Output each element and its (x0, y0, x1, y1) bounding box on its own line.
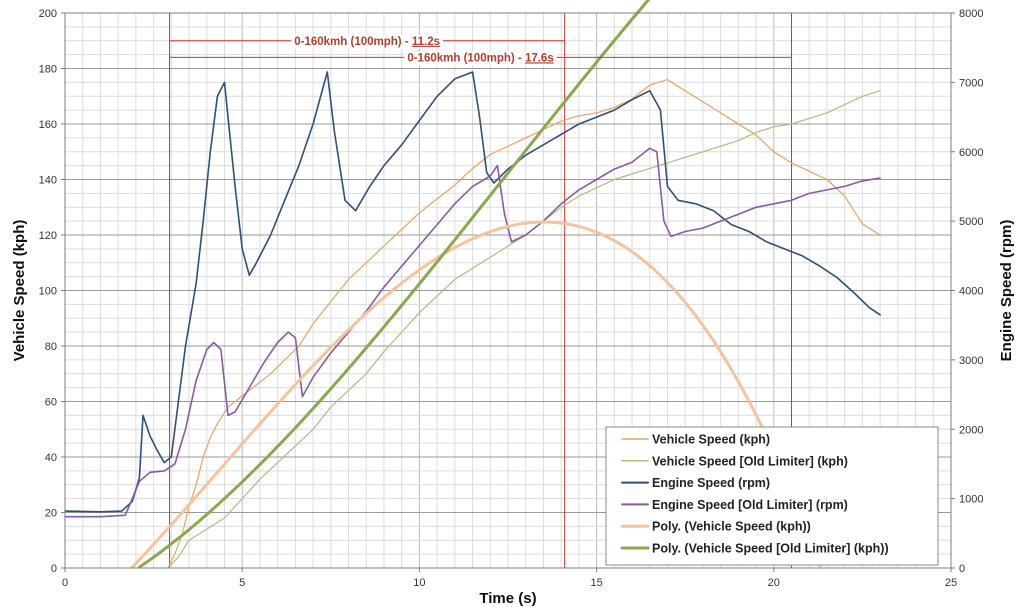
x-tick-label: 0 (62, 577, 68, 589)
annotation-label-prefix: 0-160kmh (100mph) - (294, 36, 412, 48)
y2-tick-label: 7000 (959, 77, 983, 89)
y2-tick-label: 8000 (959, 8, 983, 20)
x-tick-label: 10 (413, 577, 425, 589)
legend-label: Engine Speed [Old Limiter] (rpm) (652, 498, 848, 512)
annotations: 0-160kmh (100mph) - 11.2s0-160kmh (100mp… (169, 34, 792, 66)
x-tick-label: 15 (590, 577, 602, 589)
axes: 0 5 10 15 20 25020406080100120140160180200010… (39, 8, 984, 589)
series-line (130, 220, 822, 569)
legend-label: Poly. (Vehicle Speed [Old Limiter] (kph)… (652, 542, 889, 556)
y-tick-label: 0 (51, 563, 57, 575)
x-tick-label: 5 (239, 577, 245, 589)
series-line (167, 79, 881, 569)
y-tick-label: 80 (45, 341, 57, 353)
y2-tick-label: 3000 (959, 355, 983, 367)
annotation-label: 0-160kmh (100mph) - 11.2s (294, 36, 440, 48)
series-line (167, 90, 881, 569)
y-tick-label: 60 (45, 397, 57, 409)
legend-label: Engine Speed (rpm) (652, 476, 770, 490)
y-axis-title-left: Vehicle Speed (kph) (11, 220, 28, 362)
x-tick-label: 25 (945, 577, 957, 589)
legend: Vehicle Speed (kph) Vehicle Speed [Old Li… (605, 426, 939, 566)
annotation-label-prefix: 0-160kmh (100mph) - (407, 52, 525, 64)
annotation-label-bg (404, 51, 557, 66)
x-axis-title: Time (s) (479, 590, 536, 607)
y2-tick-label: 5000 (959, 216, 983, 228)
y-tick-label: 200 (39, 8, 57, 20)
annotation-label-value: 11.2s (412, 36, 440, 48)
annotation-label: 0-160kmh (100mph) - 17.6s (407, 52, 553, 64)
y-tick-label: 100 (39, 286, 57, 298)
y-tick-label: 40 (45, 452, 57, 464)
y2-tick-label: 0 (959, 563, 965, 575)
legend-label: Vehicle Speed [Old Limiter] (kph) (652, 454, 848, 468)
annotation-label-bg (291, 34, 444, 49)
y2-tick-label: 6000 (959, 147, 983, 159)
y-tick-label: 140 (39, 175, 57, 187)
legend-label: Poly. (Vehicle Speed (kph)) (652, 520, 811, 534)
legend-box (605, 426, 939, 566)
series-line (137, 0, 651, 569)
y-tick-label: 20 (45, 508, 57, 520)
series-line (64, 71, 881, 513)
y2-tick-label: 1000 (959, 494, 983, 506)
y-axis-title-right: Engine Speed (rpm) (998, 220, 1015, 362)
y-tick-label: 180 (39, 64, 57, 76)
series-lines (64, 0, 881, 569)
x-tick-label: 20 (768, 577, 780, 589)
y2-tick-label: 4000 (959, 286, 983, 298)
y-tick-label: 160 (39, 119, 57, 131)
series-line (64, 147, 881, 518)
legend-label: Vehicle Speed (kph) (652, 433, 770, 447)
annotation-label-value: 17.6s (525, 52, 554, 64)
y2-tick-label: 2000 (959, 424, 983, 436)
y-tick-label: 120 (39, 230, 57, 242)
